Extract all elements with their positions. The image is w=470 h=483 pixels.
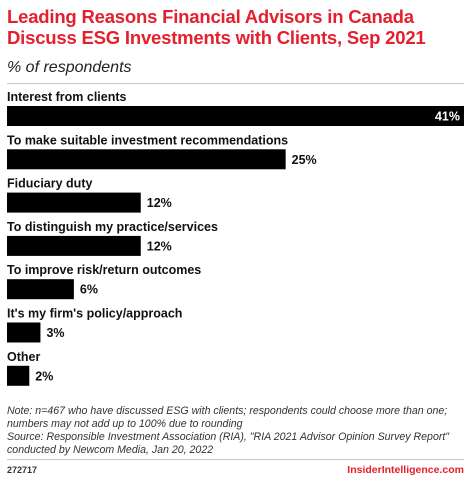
source-text: Source: Responsible Investment Associati… [7,431,450,456]
bar-fiduciary-duty [7,192,141,213]
category-label-to-make-suitable-investment-recommendations: To make suitable investment recommendati… [7,133,288,147]
value-label-it-s-my-firm-s-policy-approach: 3% [46,326,64,340]
chart-id: 272717 [7,465,38,475]
category-label-it-s-my-firm-s-policy-approach: It's my firm's policy/approach [7,307,182,321]
category-label-other: Other [7,350,40,364]
value-label-fiduciary-duty: 12% [147,196,172,210]
value-label-to-improve-risk-return-outcomes: 6% [80,283,98,297]
bar-interest-from-clients [7,106,464,126]
top-divider [7,83,464,84]
value-label-other: 2% [35,369,53,383]
category-label-interest-from-clients: Interest from clients [7,90,127,104]
category-label-to-distinguish-my-practice-services: To distinguish my practice/services [7,220,218,234]
bar-chart: Interest from clients 41% To make suitable… [7,90,464,386]
bar-other [7,365,30,386]
chart-title: Leading Reasons Financial Advisors in Ca… [7,6,426,48]
bar-it-s-my-firm-s-policy-approach [7,322,41,343]
bar-to-improve-risk-return-outcomes [7,279,74,300]
value-label-to-distinguish-my-practice-services: 12% [147,239,172,253]
chart-note: Note: n=467 who have discussed ESG with … [7,405,465,457]
note-text: Note: n=467 who have discussed ESG with … [7,405,448,430]
bar-to-distinguish-my-practice-services [7,235,141,256]
category-label-fiduciary-duty: Fiduciary duty [7,177,92,191]
brand-logo-text: InsiderIntelligence.com [347,464,464,476]
bottom-divider [7,459,464,460]
chart-subtitle: % of respondents [7,59,132,76]
category-label-to-improve-risk-return-outcomes: To improve risk/return outcomes [7,263,201,277]
bar-to-make-suitable-investment-recommendations [7,149,286,170]
value-label-interest-from-clients: 41% [435,110,460,124]
value-label-to-make-suitable-investment-recommendations: 25% [292,153,317,167]
